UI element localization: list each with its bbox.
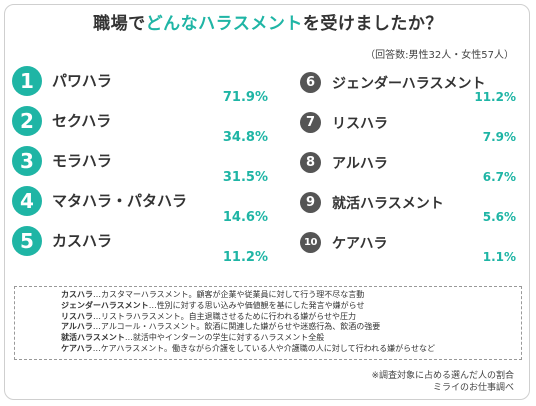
harassment-name: アルハラ bbox=[332, 156, 388, 172]
rank-item-10: 10 ケアハラ 1.1% bbox=[300, 228, 516, 268]
glossary-desc: …カスタマーハラスメント。顧客が企業や従業員に対して行う理不尽な言動 bbox=[93, 290, 365, 299]
glossary-entry: ジェンダーハラスメント…性別に対する思い込みや価値観を基にした発言や嫌がらせ bbox=[61, 301, 521, 312]
rank-item-8: 8 アルハラ 6.7% bbox=[300, 148, 516, 188]
footer-note: ※調査対象に占める選んだ人の割合 bbox=[371, 371, 514, 381]
percentage-value: 11.2% bbox=[222, 250, 268, 265]
percentage-value: 71.9% bbox=[222, 90, 268, 105]
percentage-value: 7.9% bbox=[482, 130, 516, 144]
glossary-entry: ケアハラ…ケアハラスメント。働きながら介護をしている人や介護職の人に対して行われ… bbox=[61, 344, 521, 355]
rank-badge: 5 bbox=[12, 226, 42, 256]
glossary-desc: …アルコール・ハラスメント。飲酒に関連した嫌がらせや迷惑行為、飲酒の強要 bbox=[92, 322, 381, 332]
harassment-name: マタハラ・パタハラ bbox=[52, 192, 188, 210]
harassment-name: パワハラ bbox=[52, 72, 112, 90]
rank-badge: 4 bbox=[12, 186, 42, 216]
harassment-name: モラハラ bbox=[52, 152, 112, 170]
percentage-value: 5.6% bbox=[482, 210, 516, 224]
percentage-value: 14.6% bbox=[222, 210, 268, 225]
percentage-value: 31.5% bbox=[222, 170, 268, 185]
harassment-name: セクハラ bbox=[52, 112, 112, 130]
percentage-value: 11.2% bbox=[474, 90, 516, 104]
card-frame bbox=[4, 4, 530, 400]
glossary-term: ケアハラ bbox=[61, 343, 93, 353]
rank-badge: 8 bbox=[300, 152, 321, 173]
glossary-desc: …就活中やインターンの学生に対するハラスメント全般 bbox=[124, 333, 325, 343]
title-suffix: を受けましたか？ bbox=[302, 14, 443, 34]
glossary-term: リスハラ bbox=[61, 311, 93, 321]
rank-badge: 2 bbox=[12, 106, 42, 136]
glossary-desc: …リストラハラスメント。自主退職させるために行われる嫌がらせや圧力 bbox=[93, 311, 357, 321]
respondent-count: （回答数:男性32人・女性57人） bbox=[365, 50, 514, 61]
percentage-value: 34.8% bbox=[222, 130, 268, 145]
harassment-name: カスハラ bbox=[52, 232, 113, 250]
footer-source: ミライのお仕事調べ bbox=[432, 383, 514, 393]
rank-badge: 1 bbox=[12, 66, 42, 96]
harassment-name: ジェンダーハラスメント bbox=[332, 76, 486, 92]
rank-item-9: 9 就活ハラスメント 5.6% bbox=[300, 188, 516, 228]
rank-item-6: 6 ジェンダーハラスメント 11.2% bbox=[300, 68, 516, 108]
rank-item-2: 2 セクハラ 34.8% bbox=[12, 106, 268, 146]
rank-badge: 6 bbox=[300, 72, 321, 93]
rank-badge: 10 bbox=[300, 232, 321, 253]
glossary-desc: …性別に対する思い込みや価値観を基にした発言や嫌がらせ bbox=[148, 300, 365, 310]
rank-item-5: 5 カスハラ 11.2% bbox=[12, 226, 268, 266]
glossary-term: カスハラ bbox=[61, 290, 93, 299]
percentage-value: 1.1% bbox=[482, 250, 516, 264]
harassment-name: ケアハラ bbox=[332, 236, 388, 252]
glossary-term: ジェンダーハラスメント bbox=[61, 300, 149, 310]
rank-badge: 9 bbox=[300, 192, 321, 213]
rank-badge: 7 bbox=[300, 112, 321, 133]
rank-item-4: 4 マタハラ・パタハラ 14.6% bbox=[12, 186, 268, 226]
glossary-term: アルハラ bbox=[61, 322, 93, 332]
glossary-entry: カスハラ…カスタマーハラスメント。顧客が企業や従業員に対して行う理不尽な言動 bbox=[61, 290, 521, 301]
chart-title: 職場でどんなハラスメントを受けましたか？ bbox=[0, 9, 536, 34]
rank-item-3: 3 モラハラ 31.5% bbox=[12, 146, 268, 186]
title-prefix: 職場で bbox=[93, 14, 146, 34]
rank-item-1: 1 パワハラ 71.9% bbox=[12, 66, 268, 106]
rank-item-7: 7 リスハラ 7.9% bbox=[300, 108, 516, 148]
harassment-name: リスハラ bbox=[332, 116, 388, 132]
glossary-desc: …ケアハラスメント。働きながら介護をしている人や介護職の人に対して行われる嫌がら… bbox=[92, 343, 436, 353]
glossary-entry: 就活ハラスメント…就活中やインターンの学生に対するハラスメント全般 bbox=[61, 333, 521, 344]
title-highlight: どんなハラスメント bbox=[145, 14, 303, 34]
percentage-value: 6.7% bbox=[482, 170, 516, 184]
rank-badge: 3 bbox=[12, 146, 42, 176]
glossary-term: 就活ハラスメント bbox=[61, 333, 125, 343]
glossary-entry: アルハラ…アルコール・ハラスメント。飲酒に関連した嫌がらせや迷惑行為、飲酒の強要 bbox=[61, 322, 521, 333]
glossary-box: カスハラ…カスタマーハラスメント。顧客が企業や従業員に対して行う理不尽な言動 ジ… bbox=[14, 286, 522, 360]
harassment-name: 就活ハラスメント bbox=[332, 196, 444, 212]
glossary-entry: リスハラ…リストラハラスメント。自主退職させるために行われる嫌がらせや圧力 bbox=[61, 312, 521, 323]
